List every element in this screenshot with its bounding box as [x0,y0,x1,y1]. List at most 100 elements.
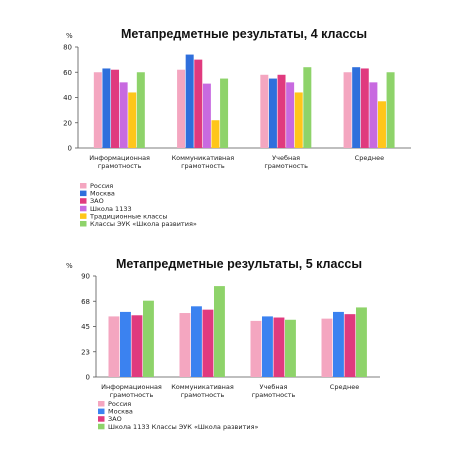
bar [220,78,229,148]
bar [202,83,211,148]
bar [136,72,145,148]
x-tick-label: Информационная грамотность [101,383,162,399]
x-tick-label-line: Коммуникативная [171,383,234,391]
bar [260,74,269,148]
bar [179,313,191,377]
bar [360,68,369,148]
x-tick-label: Среднее [355,154,384,162]
bar [273,317,285,377]
bar [285,319,296,377]
y-tick-label: 90 [81,273,90,281]
legend-swatch [98,408,105,415]
bar [120,311,131,377]
bar [128,92,137,148]
bar [214,286,225,377]
bar [119,82,128,148]
y-axis-unit: % [66,32,73,40]
legend-label: Классы ЭУК «Школа развития» [90,220,197,228]
bar [268,78,277,148]
x-tick-label-line: Информационная [101,383,162,391]
bar [352,67,361,148]
bar [294,92,303,148]
x-tick-label: Учебная грамотность [264,154,308,170]
legend-swatch [80,198,87,204]
bar [131,315,143,377]
bar [356,307,367,377]
legend-swatch [80,213,87,219]
bar [102,68,111,148]
x-tick-label: Коммуникативная грамотность [171,383,234,399]
legend-label: ЗАО [108,415,122,423]
bar [386,72,395,148]
x-tick-label-line: Учебная [272,154,300,162]
bar [191,306,202,377]
bar [185,54,194,149]
bar [143,300,154,377]
bar [369,82,378,148]
y-tick-label: 60 [63,69,72,77]
y-tick-label: 80 [63,44,72,52]
legend-label: ЗАО [90,197,104,205]
legend-swatch [98,423,105,430]
y-tick-label: 23 [81,348,90,356]
x-tick-label-line: Коммуникативная [172,154,235,162]
bar [277,74,286,148]
legend-label: Традиционные классы [89,212,167,220]
x-tick-label-line: Учебная [260,383,288,391]
y-tick-label: 0 [86,374,90,382]
x-tick-label-line: грамотность [252,391,296,399]
y-tick-label: 68 [81,298,90,306]
legend-swatch [98,416,105,422]
bar [321,318,333,377]
legend-label: Россия [90,182,113,190]
y-tick-label: 0 [68,145,72,153]
bar [343,72,352,148]
chart-5-grades: Метапредметные результаты, 5 классы % 0 2… [66,257,380,431]
legend-swatch [80,190,87,197]
x-tick-label-line: Информационная [89,154,150,162]
bar [377,101,386,148]
bar [108,316,120,377]
x-tick-label: Учебная грамотность [252,383,296,399]
bar [177,69,186,148]
bar [344,314,356,377]
y-axis-unit: % [66,262,73,270]
bar [303,67,312,148]
bar [250,320,262,377]
y-tick-label: 45 [81,323,90,331]
legend-swatch [98,401,105,407]
bar [202,309,214,377]
bar [111,69,120,148]
x-tick-label-line: грамотность [110,391,154,399]
bar [286,82,295,148]
x-tick-label-line: Среднее [330,383,359,391]
legend-swatch [80,205,87,212]
chart-title: Метапредметные результаты, 5 классы [116,257,362,271]
bar [211,120,220,148]
legend-label: Москва [108,408,133,416]
bar [333,311,344,377]
chart-4-grades: Метапредметные результаты, 4 классы % 0 2… [63,27,411,228]
bar [93,72,102,148]
x-tick-label: Информационная грамотность [89,154,150,170]
bar [262,316,273,377]
legend-label: Москва [90,190,115,198]
x-tick-label-line: Среднее [355,154,384,162]
x-tick-label: Коммуникативная грамотность [172,154,235,170]
x-tick-label: Среднее [330,383,359,391]
chart-title: Метапредметные результаты, 4 классы [121,27,367,41]
x-tick-label-line: грамотность [98,162,142,170]
x-tick-label-line: грамотность [181,391,225,399]
y-tick-label: 20 [63,119,72,127]
x-tick-label-line: грамотность [264,162,308,170]
legend-label: Россия [108,400,131,408]
legend-label: Школа 1133 [90,205,132,213]
legend-swatch [80,183,87,189]
legend-swatch [80,221,87,227]
legend-label: Школа 1133 Классы ЭУК «Школа развития» [108,423,259,431]
